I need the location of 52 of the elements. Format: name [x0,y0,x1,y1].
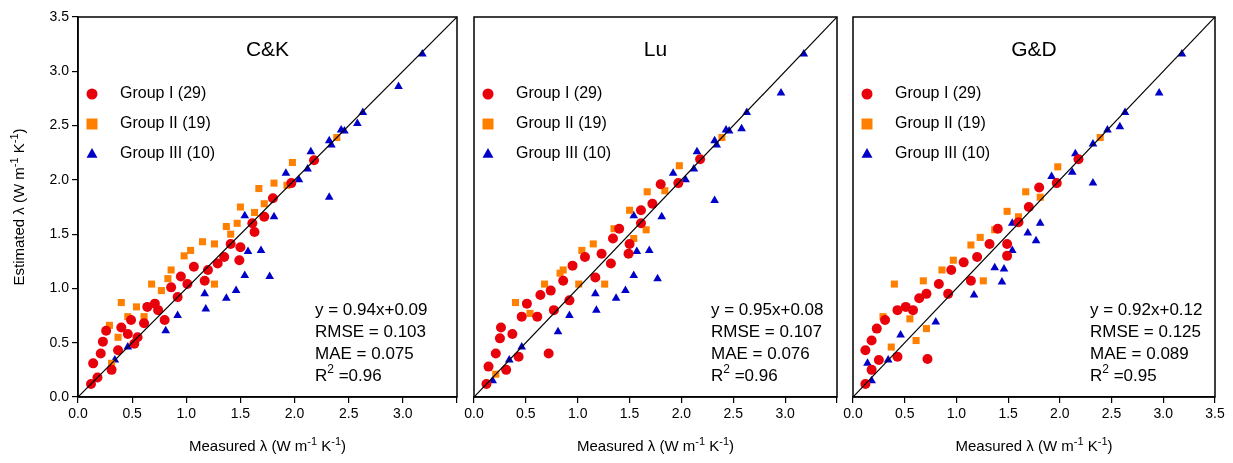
annotation: MAE = 0.075 [315,343,414,363]
x-tick-label: 3.0 [393,405,413,422]
x-tick-label: 1.5 [998,405,1019,422]
x-tick-label: 2.5 [338,405,359,422]
x-tick-label: 3.5 [1205,405,1225,422]
annotation: RMSE = 0.107 [711,321,823,341]
x-tick-label: 2.5 [723,405,744,422]
y-tick-label: 1.0 [49,279,70,296]
legend-label: Group I (29) [120,84,207,102]
x-tick-label: 1.0 [946,405,967,422]
legend-label: Group III (10) [516,144,612,162]
annotation: RMSE = 0.125 [1090,321,1202,341]
y-tick-label: 1.5 [49,225,70,241]
y-axis-title: Estimated λ (W m-1 K-1) [7,128,28,286]
text: C&K [245,36,290,60]
annotation: RMSE = 0.103 [315,321,427,341]
x-tick-label: 0.5 [122,405,143,422]
text: G&D [1011,36,1057,60]
x-tick-label: 3.0 [1153,405,1174,422]
x-tick-label: 0.0 [68,405,88,422]
y-tick-label: 2.0 [49,170,70,187]
x-tick-label: 0.0 [843,405,863,422]
annotation: y = 0.95x+0.08 [711,299,824,319]
x-tick-label: 1.5 [230,405,251,422]
legend-label: Group III (10) [120,144,216,162]
x-tick-label: 1.0 [567,405,588,422]
x-tick-label: 0.0 [464,405,484,422]
annotation: y = 0.92x+0.12 [1090,299,1203,319]
x-tick-label: 1.5 [619,405,640,422]
y-tick-label: 3.5 [49,7,70,24]
legend-label: Group I (29) [895,84,982,102]
x-tick-label: 2.0 [1050,405,1070,422]
annotation: MAE = 0.076 [711,343,810,363]
y-tick-label: 0.5 [49,333,70,350]
y-tick-label: 0.0 [49,387,70,404]
legend-label: Group III (10) [895,144,991,162]
x-tick-label: 2.5 [1101,405,1122,422]
x-tick-label: 0.5 [516,405,536,422]
legend-label: Group II (19) [895,114,986,132]
legend-label: Group II (19) [516,114,607,132]
legend-label: Group I (29) [516,84,603,102]
x-tick-label: 2.0 [671,405,692,422]
text: Lu [643,36,668,60]
x-tick-label: 3.0 [775,405,796,422]
x-tick-label: 1.0 [176,405,197,422]
y-tick-label: 2.5 [49,116,70,133]
annotation: y = 0.94x+0.09 [315,299,428,319]
legend-label: Group II (19) [120,114,211,132]
x-tick-label: 0.5 [894,405,915,422]
y-tick-label: 3.0 [49,62,70,79]
x-tick-label: 2.0 [284,405,305,422]
annotation: MAE = 0.089 [1090,343,1189,363]
